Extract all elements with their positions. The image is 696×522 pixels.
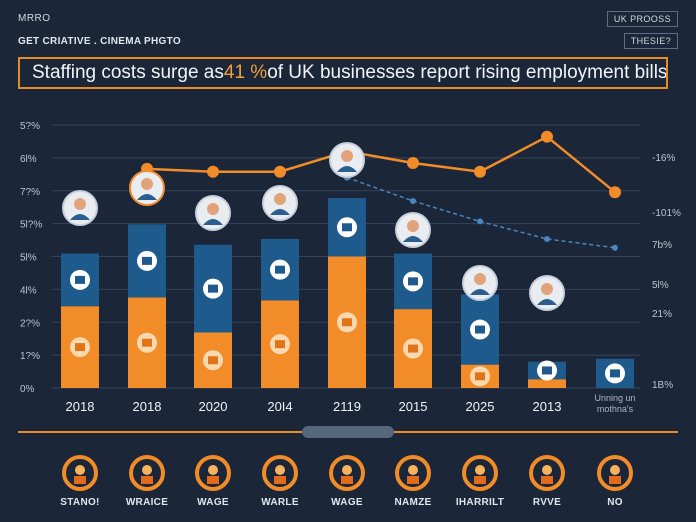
title-suffix: of UK businesses report rising employmen… — [267, 62, 668, 83]
bar-icon-glyph — [342, 223, 352, 232]
left-tick-label: 0% — [20, 384, 35, 395]
bar-icon-glyph — [342, 318, 352, 327]
line-point — [477, 218, 483, 225]
scroll-pill — [302, 426, 394, 438]
right-tick-label: 1B% — [652, 380, 673, 391]
right-tick-label: 7b% — [652, 240, 672, 251]
avatar-head — [141, 178, 153, 190]
bar-icon-glyph — [142, 338, 152, 347]
chart-title: Staffing costs surge as 41 % of UK busin… — [18, 57, 668, 89]
people-icon — [395, 455, 431, 491]
left-tick-label: 1?% — [20, 351, 40, 362]
left-tick-label: 7?% — [20, 187, 40, 198]
left-tick-label: 6l% — [20, 154, 37, 165]
line-point — [609, 186, 621, 199]
x-tick-label: 2015 — [399, 399, 428, 414]
avatar-head — [541, 283, 553, 295]
bottom-label: NAMZE — [394, 497, 432, 508]
bar-icon-glyph — [275, 265, 285, 274]
line-point — [474, 165, 486, 178]
avatar-body — [137, 194, 157, 200]
bar-icon-glyph — [542, 366, 552, 375]
right-tick-label: 5l% — [652, 280, 669, 291]
line-series — [146, 135, 616, 194]
team-icon — [195, 455, 231, 491]
person-icon — [462, 455, 498, 491]
gauge-icon — [329, 455, 365, 491]
badge-top: UK PROOSS — [606, 11, 678, 27]
x-tick-label: 2018 — [66, 399, 95, 414]
line-series — [346, 176, 616, 249]
desk-icon — [529, 455, 565, 491]
avatar-body — [537, 299, 557, 305]
x-tick-label: 2119 — [333, 399, 361, 414]
avatar-head — [74, 198, 86, 210]
x-tick-label: 20I4 — [267, 399, 292, 414]
bottom-label: RVVE — [532, 497, 562, 508]
bar-icon-glyph — [475, 372, 485, 381]
avatar-body — [270, 209, 290, 215]
bar-icon-glyph — [610, 369, 620, 378]
right-tick-label: -101% — [652, 208, 681, 219]
bar-icon-glyph — [275, 340, 285, 349]
avatar-head — [207, 203, 219, 215]
bottom-label: WAGE — [197, 497, 229, 508]
left-tick-label: 2?% — [20, 318, 40, 329]
x-tick-label: 2018 — [133, 399, 162, 414]
bar-icon-glyph — [408, 277, 418, 286]
bottom-label: IHARRILT — [455, 497, 505, 508]
left-tick-label: 4l% — [20, 285, 37, 296]
avatar-body — [203, 219, 223, 225]
check-icon — [262, 455, 298, 491]
avatar-head — [474, 273, 486, 285]
bottom-label: WARLE — [261, 497, 299, 508]
bar-icon-glyph — [75, 343, 85, 352]
x-tick-label: mothna's — [597, 404, 634, 414]
avatar-head — [274, 193, 286, 205]
bar-icon-glyph — [475, 325, 485, 334]
avatar-body — [70, 214, 90, 220]
subtitle: GET CRIATIVE . CINEMA PHGTO — [18, 36, 181, 47]
avatar-head — [407, 220, 419, 232]
bar-icon-glyph — [208, 356, 218, 365]
figure-icon — [597, 455, 633, 491]
brand-label: MRRO — [18, 13, 51, 24]
title-prefix: Staffing costs surge as — [32, 62, 224, 83]
bar-orange — [528, 379, 566, 388]
bar-icon-glyph — [142, 256, 152, 265]
left-tick-label: 5l% — [20, 253, 37, 264]
bottom-label: WAGE — [331, 497, 363, 508]
line-point — [407, 156, 419, 169]
bar-icon-glyph — [408, 344, 418, 353]
bar-icon-glyph — [208, 284, 218, 293]
line-point — [207, 165, 219, 178]
title-highlight: 41 % — [223, 62, 268, 83]
bottom-label: NO — [607, 497, 623, 508]
right-tick-label: 21% — [652, 309, 672, 320]
x-tick-label: Unning un — [594, 393, 635, 403]
badge-bottom: THESIE? — [623, 33, 678, 49]
line-point — [541, 130, 553, 143]
line-point — [274, 165, 286, 178]
right-tick-label: -16% — [652, 153, 675, 164]
bottom-label: STANO! — [60, 497, 100, 508]
avatar-body — [337, 166, 357, 172]
avatar-body — [403, 236, 423, 242]
x-tick-label: 2025 — [466, 399, 495, 414]
avatar-body — [470, 289, 490, 295]
line-point — [410, 197, 416, 204]
avatar-head — [341, 150, 353, 162]
left-tick-label: 5?% — [20, 121, 40, 132]
bottom-label: WRAICE — [125, 497, 169, 508]
line-point — [612, 244, 618, 251]
left-tick-label: 5l?% — [20, 220, 42, 231]
worker-icon — [62, 455, 98, 491]
x-tick-label: 2020 — [199, 399, 228, 414]
gauge-icon — [129, 455, 165, 491]
x-tick-label: 2013 — [533, 399, 562, 414]
bar-icon-glyph — [75, 275, 85, 284]
line-point — [544, 235, 550, 242]
